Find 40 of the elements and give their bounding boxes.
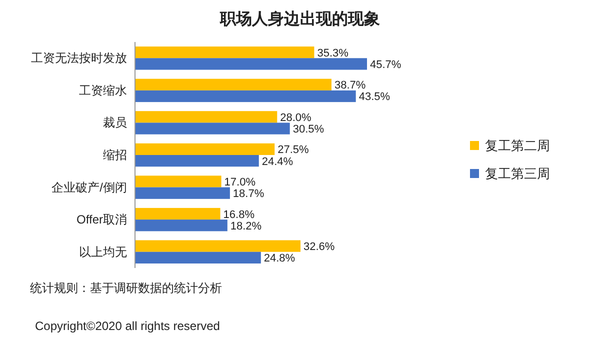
bar: [135, 143, 275, 155]
data-label: 18.2%: [230, 220, 262, 232]
data-label: 28.0%: [280, 112, 312, 124]
data-label: 24.8%: [264, 252, 296, 265]
y-tick-label: 以上均无: [79, 244, 127, 259]
text: Copyright©2020 all rights reserved: [35, 319, 220, 333]
y-tick-label: 缩招: [103, 148, 127, 162]
data-label: 32.6%: [303, 241, 335, 254]
data-label: 45.7%: [370, 58, 402, 71]
chart-title: 职场人身边出现的现象: [219, 10, 380, 28]
bar: [135, 58, 367, 70]
bar: [135, 122, 290, 134]
data-label: 35.3%: [317, 47, 349, 60]
bar: [135, 90, 356, 102]
bar: [135, 208, 220, 220]
y-tick-label: Offer取消: [76, 212, 127, 227]
bar: [135, 176, 222, 188]
bar: [135, 240, 300, 252]
y-tick-label: 工资缩水: [79, 83, 127, 98]
data-label: 18.7%: [232, 188, 264, 200]
legend-label: 复工第三周: [485, 166, 550, 181]
bar: [135, 78, 332, 90]
bar: [135, 252, 261, 264]
data-label: 17.0%: [224, 176, 256, 188]
legend-label: 复工第二周: [485, 138, 550, 153]
data-label: 30.5%: [292, 124, 324, 136]
y-tick-label: 裁员: [103, 116, 127, 130]
data-label: 24.4%: [262, 156, 294, 168]
bar: [135, 187, 230, 199]
y-tick-label: 工资无法按时发放: [31, 51, 127, 66]
data-label: 27.5%: [278, 144, 310, 156]
bar: [135, 111, 278, 123]
data-label: 16.8%: [223, 208, 255, 221]
bar: [135, 220, 228, 232]
data-label: 38.7%: [334, 80, 366, 92]
y-tick-label: 企业破产/倒闭: [52, 180, 127, 194]
text: 统计规则：基于调研数据的统计分析: [30, 281, 222, 295]
bar: [135, 46, 314, 58]
data-label: 43.5%: [358, 91, 390, 104]
bar: [135, 155, 259, 167]
